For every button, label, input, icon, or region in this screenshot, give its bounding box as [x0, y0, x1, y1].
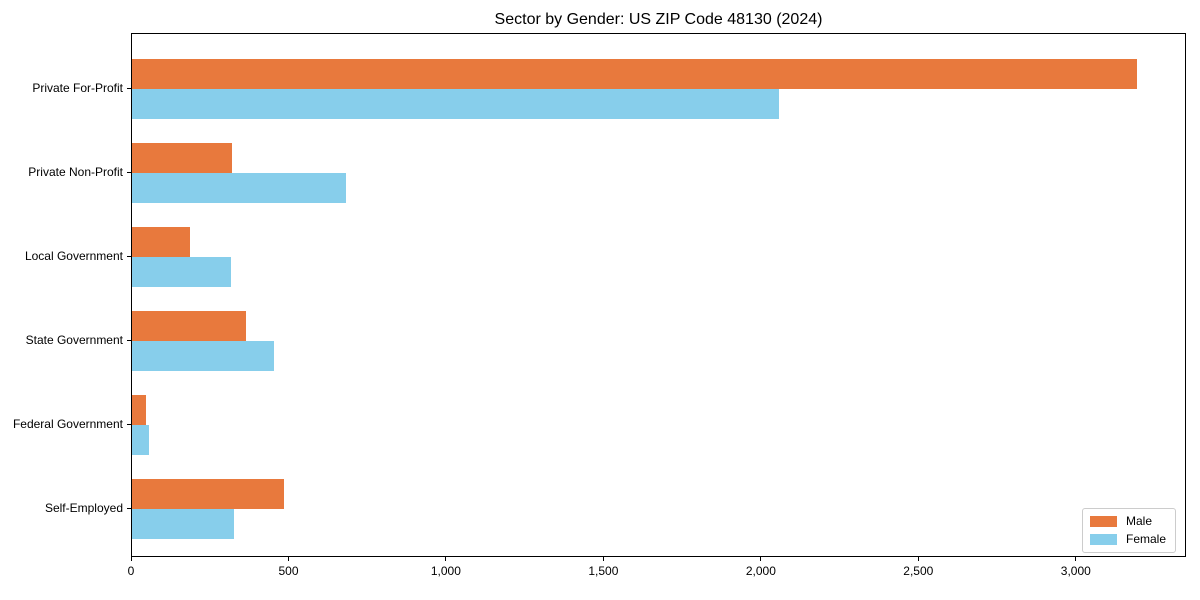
x-tick-label: 1,000: [430, 564, 461, 578]
x-tick-label: 3,000: [1060, 564, 1091, 578]
legend-entry-male: Male: [1089, 514, 1166, 528]
bar-male-2: [132, 227, 191, 257]
bar-female-2: [132, 257, 231, 287]
y-tick-label: Local Government: [24, 249, 123, 263]
chart-title: Sector by Gender: US ZIP Code 48130 (202…: [494, 11, 823, 28]
bar-male-0: [132, 59, 1137, 89]
legend-label: Male: [1125, 514, 1152, 528]
y-tick-mark: [127, 508, 131, 509]
legend-swatch-male: [1089, 516, 1117, 527]
y-tick-label: Self-Employed: [44, 501, 123, 515]
bar-male-1: [132, 143, 233, 173]
x-tick-label: 2,000: [745, 564, 776, 578]
legend: Male Female: [1081, 508, 1176, 553]
legend-label: Female: [1125, 532, 1166, 546]
y-tick-label: Private Non-Profit: [28, 165, 123, 179]
x-tick-mark: [760, 557, 762, 561]
x-tick-label: 1,500: [588, 564, 619, 578]
y-tick-label: State Government: [25, 333, 123, 347]
y-tick-mark: [127, 256, 131, 257]
x-tick-mark: [445, 557, 447, 561]
x-tick-mark: [602, 557, 604, 561]
x-tick-label: 2,500: [903, 564, 934, 578]
bar-female-0: [132, 89, 780, 119]
legend-swatch-female: [1089, 534, 1117, 545]
x-tick-label: 0: [127, 564, 135, 578]
plot-area: Male Female: [131, 33, 1186, 557]
x-tick-mark: [1075, 557, 1077, 561]
legend-entry-female: Female: [1089, 532, 1166, 546]
bar-female-3: [132, 341, 274, 371]
y-tick-mark: [127, 340, 131, 341]
bar-female-1: [132, 173, 347, 203]
y-tick-mark: [127, 172, 131, 173]
bar-male-3: [132, 311, 246, 341]
x-tick-mark: [130, 557, 132, 561]
bar-male-4: [132, 395, 146, 425]
x-tick-label: 500: [278, 564, 299, 578]
bar-female-4: [132, 425, 149, 455]
x-tick-mark: [917, 557, 919, 561]
bar-female-5: [132, 509, 235, 539]
y-tick-mark: [127, 424, 131, 425]
y-tick-label: Federal Government: [12, 417, 123, 431]
x-tick-mark: [288, 557, 289, 561]
bar-male-5: [132, 479, 284, 509]
y-tick-mark: [127, 88, 131, 89]
y-tick-label: Private For-Profit: [32, 81, 123, 95]
